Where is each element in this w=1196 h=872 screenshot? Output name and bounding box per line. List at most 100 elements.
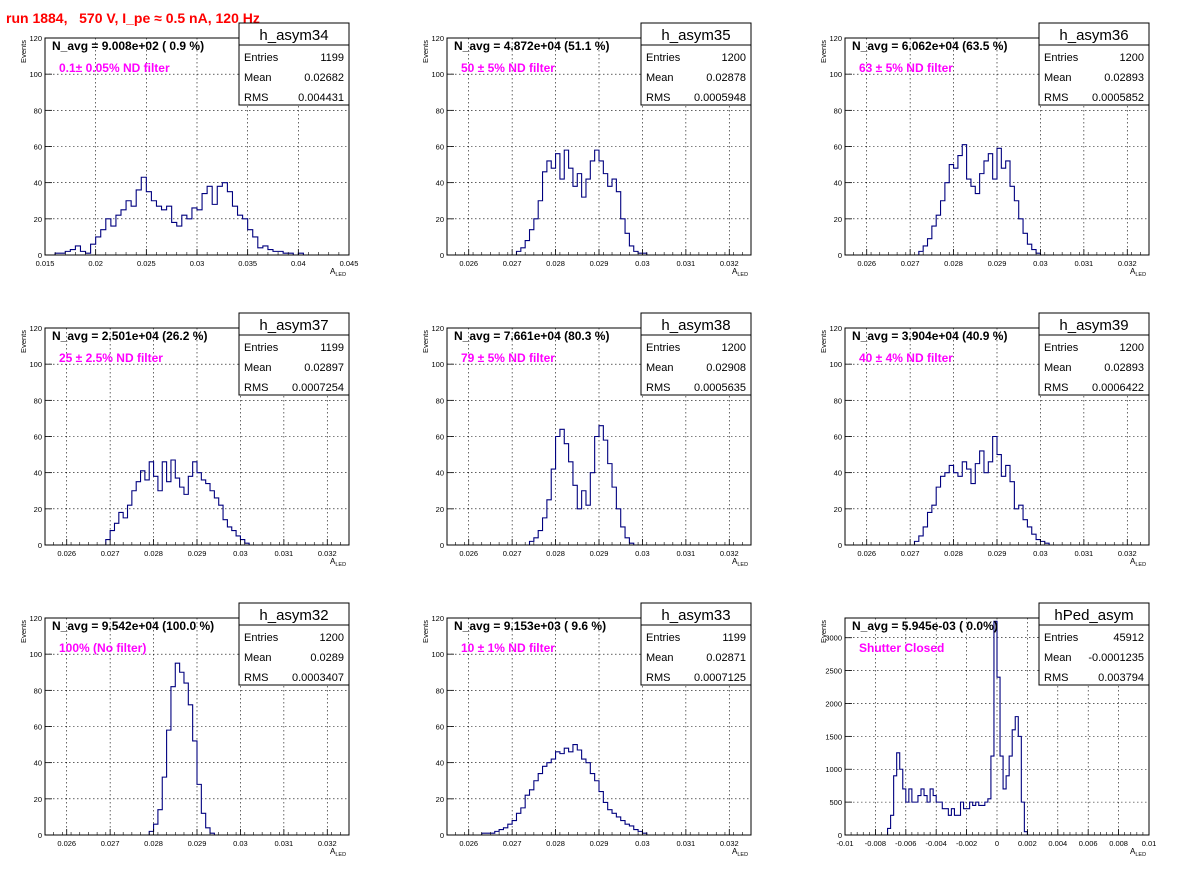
x-tick-label: 0.03 <box>635 839 650 848</box>
stats-value: 0.0005635 <box>694 382 746 394</box>
histogram-bin <box>1023 520 1027 545</box>
y-tick-label: 20 <box>34 795 42 804</box>
y-tick-label: 40 <box>34 759 42 768</box>
histogram-bin <box>912 802 915 835</box>
histogram-bin <box>499 830 503 835</box>
y-tick-label: 120 <box>431 324 444 333</box>
histogram-bin <box>212 204 217 255</box>
y-tick-label: 60 <box>834 433 842 442</box>
x-tick-label: 0.03 <box>233 549 248 558</box>
x-tick-label: 0.031 <box>676 549 695 558</box>
histogram-bin <box>564 444 568 545</box>
histogram-bin <box>136 482 140 545</box>
x-axis-label-sub: LED <box>335 272 346 278</box>
histogram-bin <box>201 813 205 835</box>
histogram-bin <box>149 462 153 545</box>
histogram-bin <box>119 512 123 545</box>
histogram-bin <box>595 781 599 835</box>
stats-key: Mean <box>646 652 674 664</box>
histogram-bin <box>162 210 167 255</box>
histogram-bin <box>993 179 997 255</box>
x-tick-label: 0.028 <box>944 549 963 558</box>
histogram-bin <box>586 505 590 545</box>
panel-hPed_asym: -0.01 -0.008 -0.006 -0.004 -0.002 0 0.002 0.004… <box>819 602 1156 858</box>
stats-value: 1200 <box>722 342 746 354</box>
stats-key: Entries <box>244 52 279 64</box>
histogram-bin <box>976 802 979 835</box>
histogram-bin <box>958 476 962 545</box>
histogram-bin <box>975 194 979 255</box>
y-tick-label: 60 <box>34 433 42 442</box>
histogram-bin <box>201 480 205 545</box>
x-tick-label: 0.031 <box>274 839 293 848</box>
histogram-bin <box>564 748 568 835</box>
histogram-bin <box>253 237 258 255</box>
histogram-bin <box>167 482 171 545</box>
stats-value: -0.0001235 <box>1088 652 1144 664</box>
histogram-outline <box>50 176 304 256</box>
stats-key: RMS <box>244 672 268 684</box>
y-tick-label: 120 <box>431 34 444 43</box>
histogram-bin <box>193 741 197 835</box>
y-tick-label: 60 <box>834 143 842 152</box>
y-axis-label: Events <box>819 40 828 63</box>
x-tick-label: 0.031 <box>676 839 695 848</box>
x-tick-label: 0.028 <box>944 259 963 268</box>
histogram-outline <box>887 620 1028 835</box>
x-tick-label: 0.032 <box>1118 549 1137 558</box>
histogram-bin <box>625 824 629 835</box>
stats-key: Entries <box>1044 342 1079 354</box>
histogram-bin <box>131 206 136 255</box>
stats-box <box>640 312 752 396</box>
x-axis-label-sub: LED <box>335 562 346 568</box>
histogram-bin <box>971 186 975 255</box>
x-tick-label: -0.01 <box>836 839 853 848</box>
x-tick-label: 0.031 <box>1074 259 1093 268</box>
stats-key: RMS <box>646 92 670 104</box>
stats-title: h_asym35 <box>661 27 730 44</box>
histogram-bin <box>187 219 192 255</box>
histogram-bin <box>962 145 966 255</box>
histogram-bin <box>573 745 577 835</box>
y-tick-label: 120 <box>29 614 42 623</box>
x-tick-label: 0.027 <box>503 549 522 558</box>
histogram-bin <box>556 752 560 835</box>
histogram-bin <box>210 491 214 545</box>
x-axis-label: ALED <box>1130 557 1146 568</box>
x-tick-label: 0.03 <box>1033 259 1048 268</box>
histogram-bin <box>608 464 612 545</box>
y-tick-label: 120 <box>29 324 42 333</box>
histogram-bin <box>126 201 131 255</box>
histogram-bin <box>547 500 551 545</box>
histogram-bin <box>936 487 940 545</box>
y-tick-label: 500 <box>829 798 842 807</box>
filter-label: 0.1± 0.05% ND filter <box>59 61 170 75</box>
stats-title: h_asym32 <box>259 607 328 624</box>
y-axis-label: Events <box>19 40 28 63</box>
histogram-bin <box>621 527 625 545</box>
histogram-bin <box>101 230 106 255</box>
histogram-outline <box>515 149 648 255</box>
stats-value: 0.02893 <box>1104 72 1144 84</box>
histogram-bin <box>957 815 960 835</box>
stats-key: Entries <box>1044 52 1079 64</box>
histogram-bin <box>132 491 136 545</box>
histogram-bin <box>564 150 568 255</box>
histogram-bin <box>1006 161 1010 255</box>
x-tick-label: -0.002 <box>956 839 977 848</box>
histogram-bin <box>980 451 984 545</box>
y-tick-label: 0 <box>38 251 42 260</box>
x-tick-label: 0.032 <box>318 839 337 848</box>
histogram-bin <box>634 830 638 835</box>
histogram-bin <box>538 774 542 835</box>
y-tick-label: 60 <box>436 723 444 732</box>
stats-value: 0.003794 <box>1098 672 1144 684</box>
histogram-bins <box>105 459 250 545</box>
stats-key: Entries <box>244 342 279 354</box>
x-tick-label: 0.02 <box>88 259 103 268</box>
y-axis-label: Events <box>819 330 828 353</box>
histogram-bin <box>590 161 594 255</box>
histogram-bin <box>556 154 560 255</box>
histogram-bin <box>1019 219 1023 255</box>
stats-key: RMS <box>1044 672 1068 684</box>
